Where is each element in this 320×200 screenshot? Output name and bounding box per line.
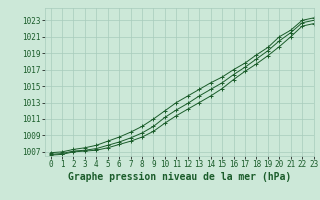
X-axis label: Graphe pression niveau de la mer (hPa): Graphe pression niveau de la mer (hPa): [68, 172, 291, 182]
